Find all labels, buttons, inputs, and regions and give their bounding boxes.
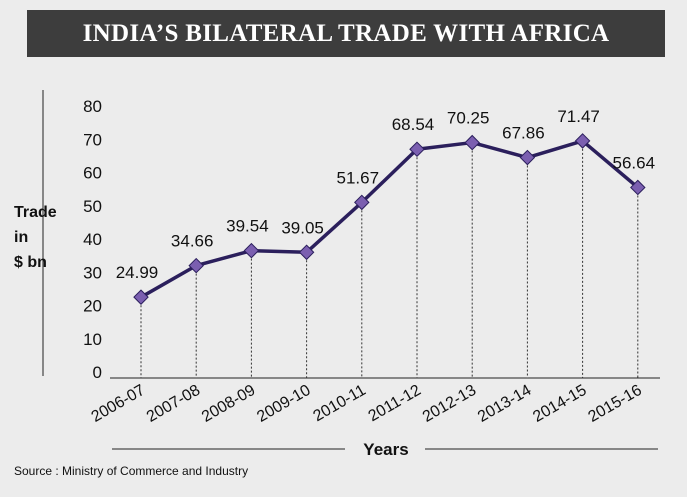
y-tick-label: 10 (83, 330, 102, 349)
data-point (464, 134, 480, 151)
series-line (140, 139, 639, 299)
x-tick-label: 2007-08 (144, 382, 203, 426)
data-label: 34.66 (171, 232, 214, 251)
y-tick-label: 60 (83, 164, 102, 183)
data-label: 71.47 (557, 107, 600, 126)
x-tick-label: 2009-10 (254, 382, 313, 426)
data-point (298, 244, 315, 261)
data-label: 39.05 (281, 218, 324, 237)
data-point (354, 194, 370, 211)
data-point (188, 257, 204, 274)
data-label: 51.67 (337, 168, 380, 187)
x-tick-label: 2013-14 (475, 382, 534, 426)
data-point (133, 289, 149, 305)
x-tick-label: 2006-07 (89, 382, 148, 426)
y-tick-label: 0 (93, 363, 102, 382)
data-label: 24.99 (116, 263, 159, 282)
data-point (630, 179, 646, 196)
y-tick-label: 20 (83, 297, 102, 316)
data-label: 56.64 (613, 153, 656, 172)
y-axis-label-line-3: $ bn (14, 254, 47, 271)
y-tick-label: 40 (83, 230, 102, 249)
data-label: 70.25 (447, 109, 490, 128)
y-axis-label-line-2: in (14, 229, 28, 246)
data-point (409, 141, 425, 158)
x-tick-label: 2011-12 (366, 382, 424, 426)
x-tick-label: 2014-15 (530, 382, 589, 426)
y-tick-label: 50 (83, 197, 102, 216)
data-point (243, 242, 260, 259)
data-label: 68.54 (392, 115, 435, 134)
x-axis-label: Years (363, 440, 408, 459)
y-axis-label-line-1: Trade (14, 204, 57, 221)
chart-title: INDIA’S BILATERAL TRADE WITH AFRICA (27, 10, 665, 57)
x-tick-label: 2015-16 (585, 382, 644, 426)
x-tick-label: 2008-09 (199, 382, 258, 426)
x-tick-label: 2010-11 (310, 382, 368, 426)
data-point (574, 133, 591, 149)
data-label: 67.86 (502, 124, 545, 143)
x-tick-label: 2012-13 (420, 382, 479, 426)
y-tick-label: 30 (83, 263, 102, 282)
data-label: 39.54 (226, 217, 269, 236)
y-tick-label: 70 (83, 130, 102, 149)
source-note: Source : Ministry of Commerce and Indust… (14, 464, 248, 478)
data-point (519, 149, 536, 166)
y-tick-label: 80 (83, 97, 102, 116)
